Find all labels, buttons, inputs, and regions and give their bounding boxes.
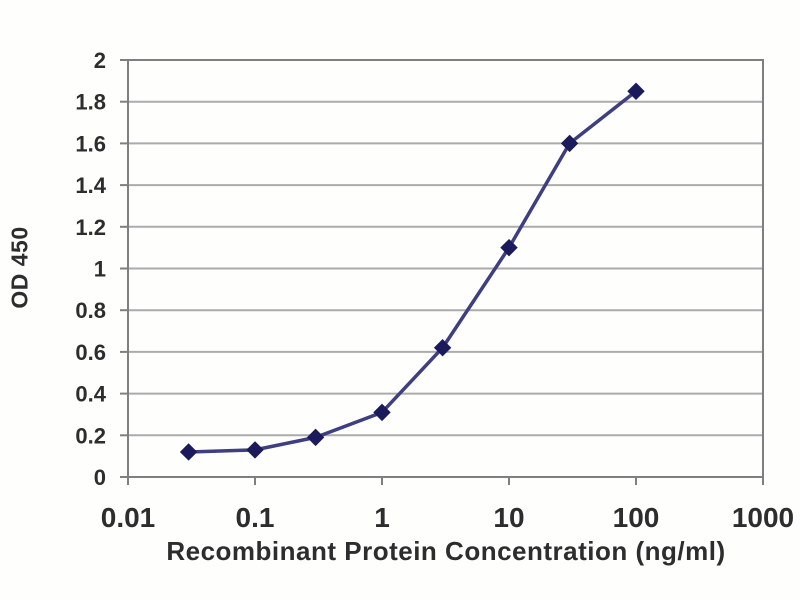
y-tick-label: 0 — [94, 465, 106, 490]
y-tick-label: 1.8 — [75, 90, 106, 115]
data-point-diamond — [560, 134, 579, 153]
x-tick-label: 0.01 — [101, 502, 156, 533]
x-tick-label: 0.1 — [236, 502, 275, 533]
y-tick-label: 2 — [94, 48, 106, 73]
y-tick-label: 1.4 — [75, 173, 106, 198]
y-tick-label: 0.2 — [75, 423, 106, 448]
data-point-diamond — [500, 238, 518, 257]
x-tick-label: 1000 — [732, 502, 794, 533]
data-point-diamond — [627, 82, 645, 100]
x-tick-label: 1 — [374, 502, 390, 533]
x-tick-label: 10 — [493, 502, 524, 533]
data-point-diamond — [179, 443, 198, 461]
y-tick-label: 1.2 — [75, 215, 106, 240]
series-line — [186, 89, 638, 454]
data-point-diamond — [306, 428, 325, 447]
y-tick-label: 0.4 — [75, 382, 106, 407]
data-point-diamond — [433, 339, 452, 357]
data-point-diamond — [246, 441, 264, 459]
x-tick-label: 100 — [613, 502, 660, 533]
y-tick-label: 1.6 — [75, 131, 106, 156]
data-point-diamond — [373, 403, 391, 422]
y-tick-label: 1 — [94, 257, 106, 282]
y-tick-label: 0.8 — [75, 298, 106, 323]
y-tick-label: 0.6 — [75, 340, 106, 365]
